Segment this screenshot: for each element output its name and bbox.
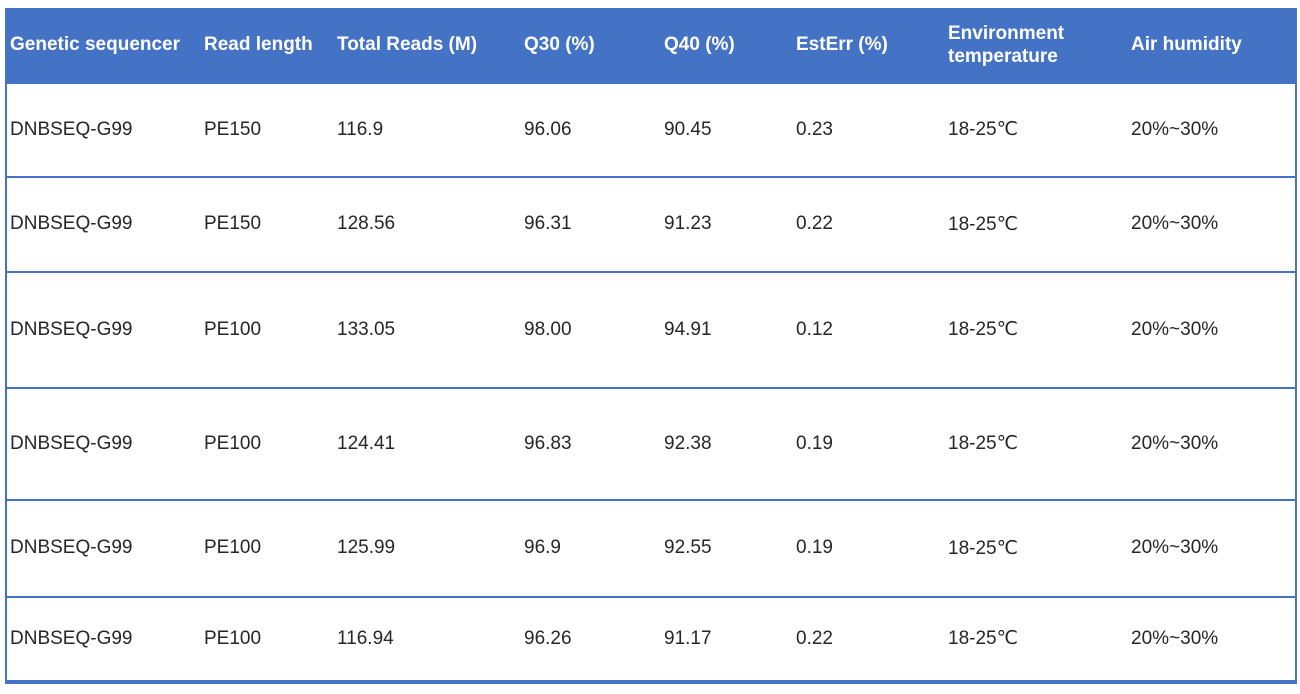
header-genetic-sequencer: Genetic sequencer: [10, 34, 181, 56]
cell-q40: 90.45: [664, 118, 712, 140]
header-total-reads: Total Reads (M): [337, 34, 478, 56]
cell-read-length: PE100: [204, 318, 262, 340]
cell-q40: 94.91: [664, 318, 712, 340]
cell-environment-temperature: 18-25℃: [948, 213, 1018, 235]
cell-q40: 92.38: [664, 432, 712, 454]
cell-q40: 91.17: [664, 627, 712, 649]
cell-esterr: 0.19: [796, 537, 833, 558]
cell-esterr: 0.23: [796, 118, 833, 140]
cell-q40: 92.55: [664, 537, 712, 558]
cell-environment-temperature: 18-25℃: [948, 628, 1018, 649]
table-row: DNBSEQ-G99 PE150 128.56 96.31 91.23 0.22…: [6, 176, 1296, 272]
cell-total-reads: 128.56: [337, 213, 396, 234]
cell-air-humidity: 20%~30%: [1131, 213, 1219, 234]
cell-esterr: 0.22: [796, 213, 833, 234]
cell-total-reads: 116.94: [337, 627, 394, 649]
header-read-length: Read length: [204, 34, 313, 56]
cell-total-reads: 116.9: [337, 118, 384, 140]
header-environment-temperature: Environment temperature: [948, 22, 1065, 68]
cell-genetic-sequencer: DNBSEQ-G99: [10, 213, 133, 234]
cell-total-reads: 133.05: [337, 318, 396, 340]
cell-read-length: PE150: [204, 213, 262, 234]
cell-read-length: PE100: [204, 432, 262, 454]
cell-air-humidity: 20%~30%: [1131, 318, 1219, 340]
cell-environment-temperature: 18-25℃: [948, 119, 1018, 140]
cell-air-humidity: 20%~30%: [1131, 627, 1219, 649]
cell-total-reads: 125.99: [337, 537, 396, 558]
cell-esterr: 0.12: [796, 318, 833, 340]
cell-q30: 96.9: [524, 537, 561, 558]
cell-genetic-sequencer: DNBSEQ-G99: [10, 627, 133, 649]
cell-q30: 96.83: [524, 432, 572, 454]
sequencing-metrics-table-container: Genetic sequencer Read length Total Read…: [5, 8, 1297, 684]
header-q40: Q40 (%): [664, 34, 735, 56]
cell-esterr: 0.22: [796, 627, 833, 649]
table-row: DNBSEQ-G99 PE100 124.41 96.83 92.38 0.19…: [6, 387, 1296, 500]
header-row: Genetic sequencer Read length Total Read…: [6, 8, 1296, 83]
cell-environment-temperature: 18-25℃: [948, 433, 1018, 454]
cell-genetic-sequencer: DNBSEQ-G99: [10, 432, 133, 454]
cell-environment-temperature: 18-25℃: [948, 319, 1018, 340]
cell-q40: 91.23: [664, 213, 712, 234]
table-row: DNBSEQ-G99 PE100 116.94 96.26 91.17 0.22…: [6, 596, 1296, 682]
table-row: DNBSEQ-G99 PE100 133.05 98.00 94.91 0.12…: [6, 271, 1296, 388]
cell-air-humidity: 20%~30%: [1131, 537, 1219, 558]
table-header: Genetic sequencer Read length Total Read…: [6, 8, 1296, 83]
cell-read-length: PE150: [204, 118, 262, 140]
cell-esterr: 0.19: [796, 432, 833, 454]
cell-genetic-sequencer: DNBSEQ-G99: [10, 118, 133, 140]
header-air-humidity: Air humidity: [1131, 34, 1242, 56]
cell-environment-temperature: 18-25℃: [948, 537, 1018, 559]
cell-q30: 96.31: [524, 213, 572, 234]
cell-genetic-sequencer: DNBSEQ-G99: [10, 537, 133, 558]
header-esterr: EstErr (%): [796, 34, 888, 56]
cell-q30: 98.00: [524, 318, 572, 340]
table-row: DNBSEQ-G99 PE150 116.9 96.06 90.45 0.23 …: [6, 82, 1296, 177]
cell-q30: 96.06: [524, 118, 572, 140]
cell-genetic-sequencer: DNBSEQ-G99: [10, 318, 133, 340]
table-row: DNBSEQ-G99 PE100 125.99 96.9 92.55 0.19 …: [6, 499, 1296, 597]
header-q30: Q30 (%): [524, 34, 595, 56]
cell-read-length: PE100: [204, 537, 262, 558]
cell-air-humidity: 20%~30%: [1131, 118, 1219, 140]
cell-q30: 96.26: [524, 627, 572, 649]
cell-air-humidity: 20%~30%: [1131, 432, 1219, 454]
sequencing-metrics-table: Genetic sequencer Read length Total Read…: [5, 8, 1297, 684]
cell-read-length: PE100: [204, 627, 262, 649]
cell-total-reads: 124.41: [337, 432, 396, 454]
table-body: DNBSEQ-G99 PE150 116.9 96.06 90.45 0.23 …: [6, 82, 1296, 682]
